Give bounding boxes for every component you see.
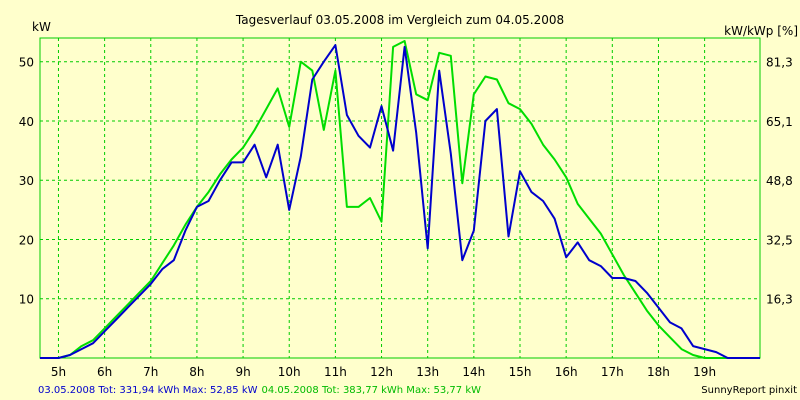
x-tick-label: 8h [189, 365, 204, 379]
footer-series2-summary: 04.05.2008 Tot: 383,77 kWh Max: 53,77 kW [262, 385, 482, 396]
chart-title: Tagesverlauf 03.05.2008 im Vergleich zum… [235, 13, 564, 27]
y-left-tick-label: 20 [19, 233, 34, 247]
y-right-tick-label: 81,3 [766, 56, 793, 70]
y-left-tick-label: 40 [19, 115, 34, 129]
x-tick-label: 6h [97, 365, 112, 379]
x-tick-label: 14h [462, 365, 485, 379]
tick-labels: 5h 6h 7h 8h 9h 10h 11h 12h 13h 14h 15h 16h 17h 18h 19h… [19, 56, 793, 379]
x-tick-label: 19h [693, 365, 716, 379]
plot-frame [39, 37, 761, 359]
x-tick-label: 16h [555, 365, 578, 379]
y-axis-left-label: kW [32, 20, 51, 34]
footer-series1-summary: 03.05.2008 Tot: 331,94 kWh Max: 52,85 kW [38, 385, 258, 396]
x-tick-label: 11h [324, 365, 347, 379]
y-left-tick-label: 10 [19, 293, 34, 307]
footer-credit: SunnyReport pinxit [701, 385, 797, 396]
y-left-tick-label: 30 [19, 174, 34, 188]
x-tick-label: 18h [647, 365, 670, 379]
y-right-tick-label: 16,3 [766, 293, 793, 307]
y-right-tick-label: 48,8 [766, 174, 793, 188]
y-axis-right-label: kW/kWp [%] [724, 24, 798, 38]
x-tick-label: 10h [278, 365, 301, 379]
x-tick-label: 13h [416, 365, 439, 379]
y-left-tick-label: 50 [19, 56, 34, 70]
x-tick-label: 12h [370, 365, 393, 379]
y-right-tick-label: 65,1 [766, 115, 793, 129]
x-tick-label: 9h [235, 365, 250, 379]
x-tick-label: 7h [143, 365, 158, 379]
series-line-04-05-2008 [40, 40, 760, 359]
x-tick-label: 15h [509, 365, 532, 379]
series-lines [40, 40, 760, 359]
y-right-tick-label: 32,5 [766, 233, 793, 247]
x-tick-label: 17h [601, 365, 624, 379]
x-tick-label: 5h [51, 365, 66, 379]
series-line-03-05-2008 [40, 44, 760, 359]
footer-summary: 03.05.2008 Tot: 331,94 kWh Max: 52,85 kW… [38, 385, 481, 396]
gridlines [40, 38, 760, 358]
